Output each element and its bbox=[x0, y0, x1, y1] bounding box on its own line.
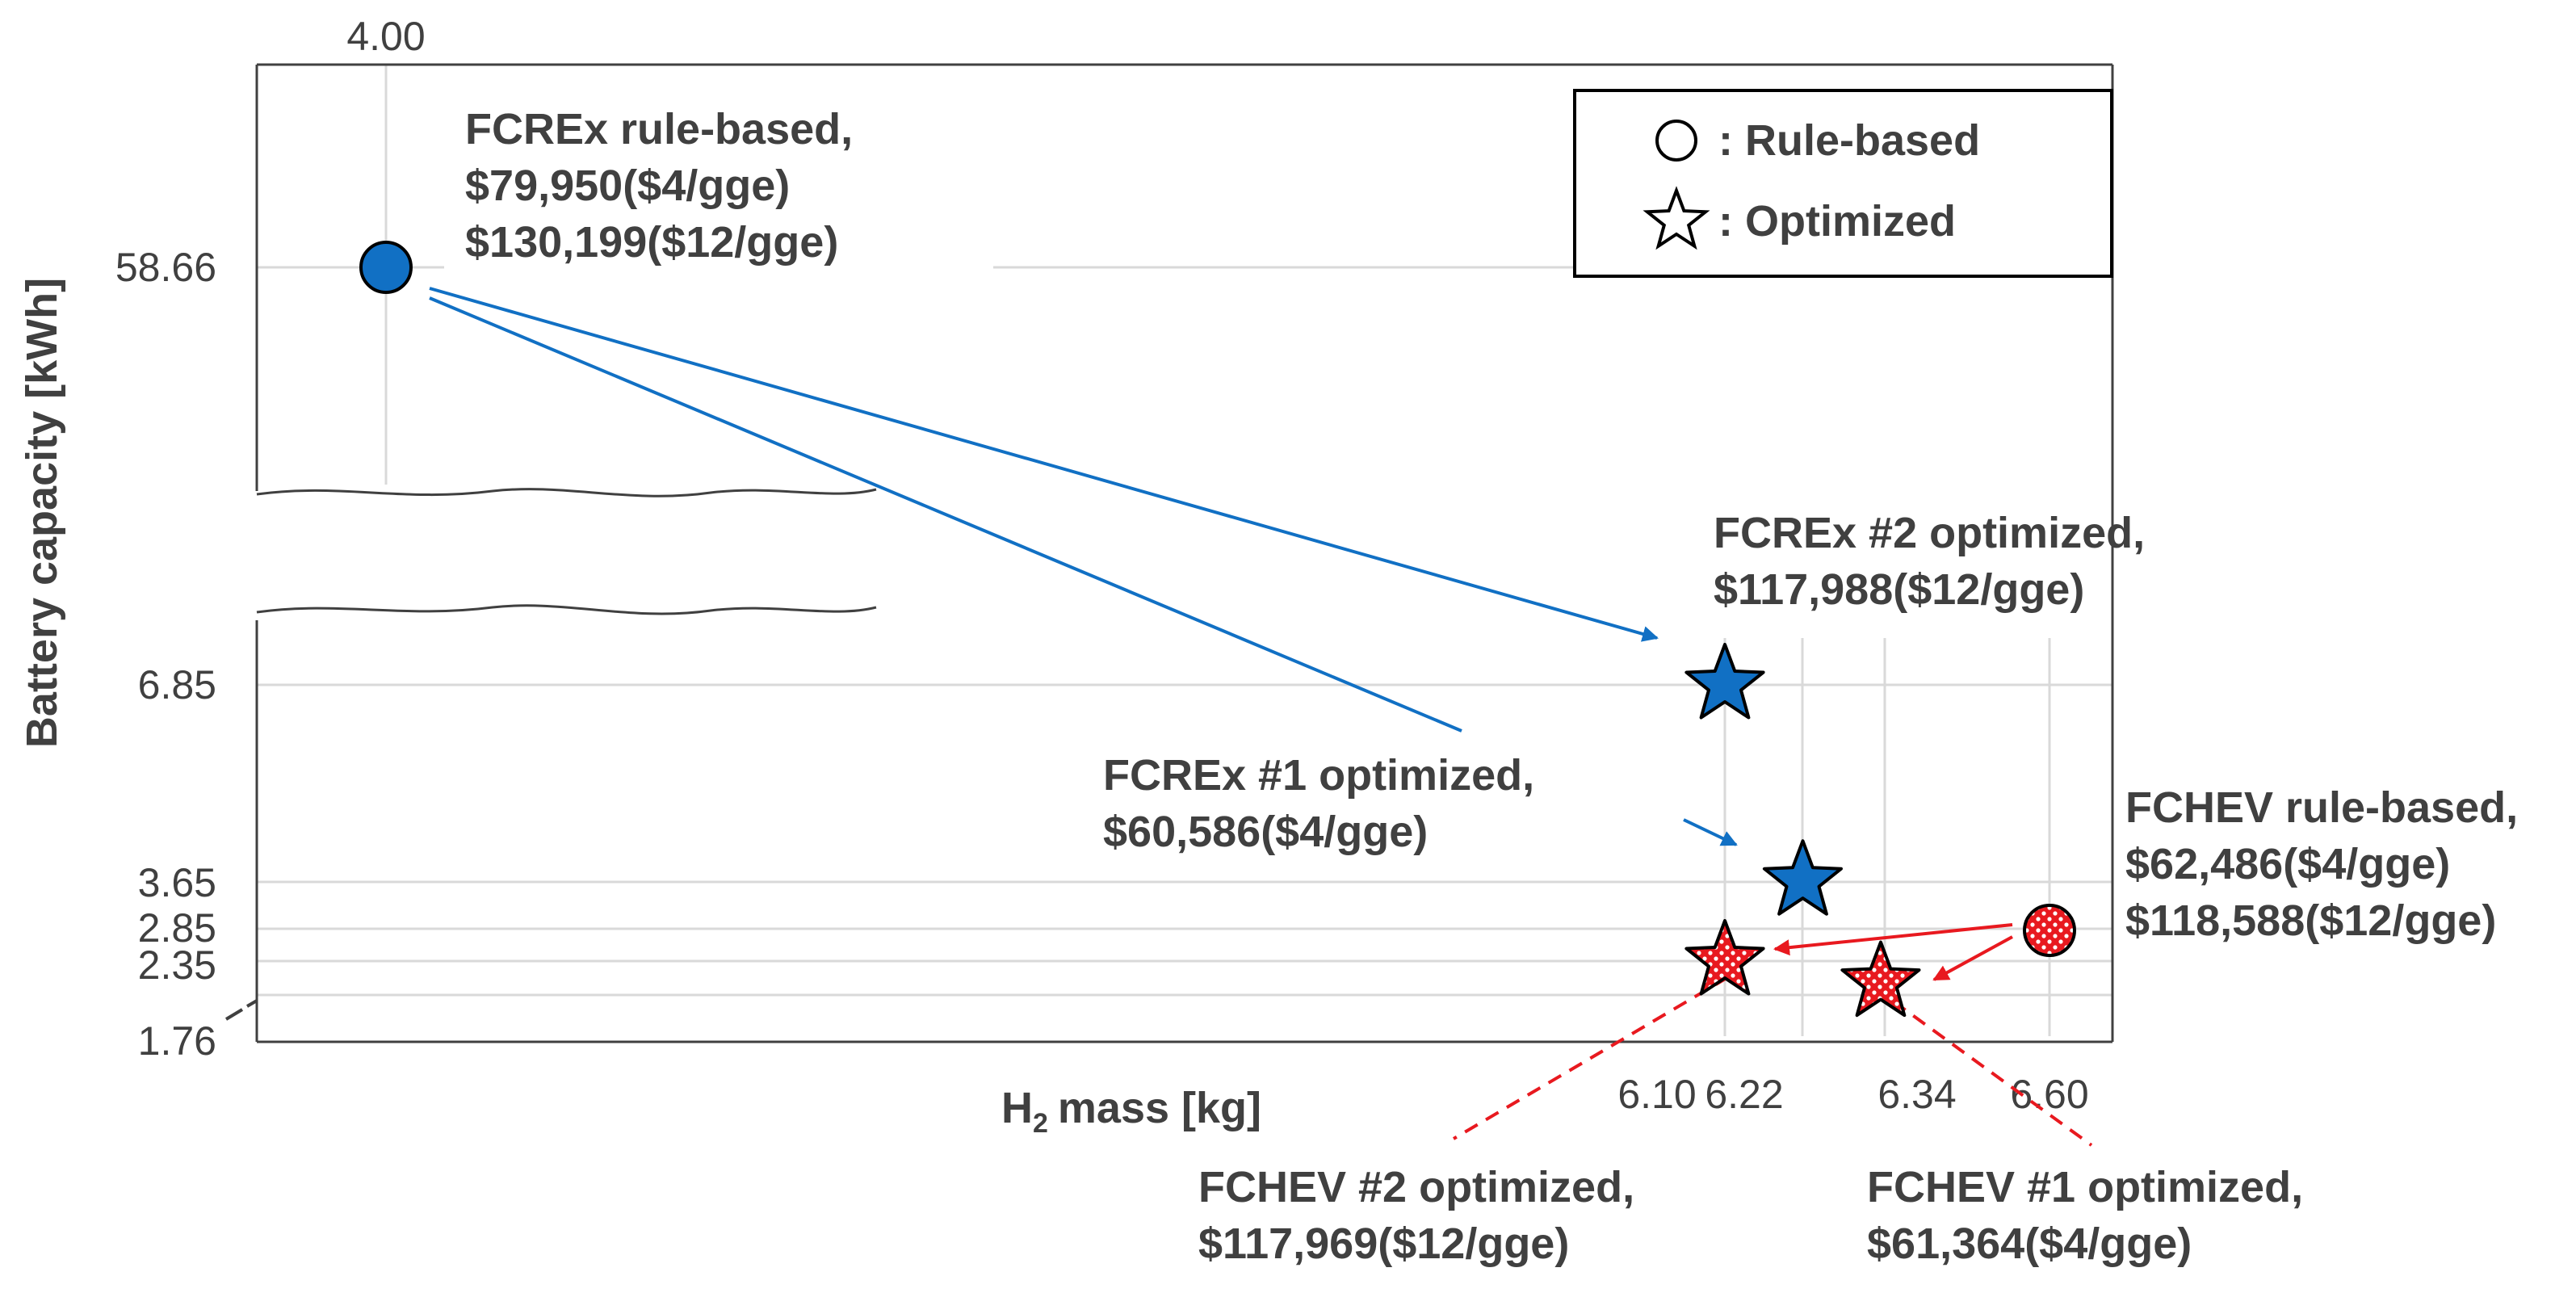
x-axis-subscript: 2 bbox=[1033, 1108, 1048, 1139]
y-tick-label: 1.76 bbox=[138, 1018, 216, 1064]
annotation-fchev-opt1: FCHEV #1 optimized, $61,364($4/gge) bbox=[1867, 1163, 2303, 1268]
annotation-line: FCREx rule-based, bbox=[465, 105, 853, 153]
marker-star-fcrex-1-optimized bbox=[1762, 839, 1843, 916]
annotation-line: $118,588($12/gge) bbox=[2125, 896, 2496, 945]
arrow-fcrex-to-opt1 bbox=[429, 296, 1462, 733]
legend-label-optimized: : Optimized bbox=[1718, 197, 1956, 246]
x-axis-symbol: H bbox=[1001, 1084, 1033, 1132]
x-tick-label: 6.10 bbox=[1617, 1072, 1696, 1117]
y-tick-label: 3.65 bbox=[138, 860, 216, 905]
annotation-line: FCREx #2 optimized, bbox=[1714, 509, 2145, 557]
annotation-fchev-opt2: FCHEV #2 optimized, $117,969($12/gge) bbox=[1198, 1163, 1634, 1268]
y-axis-title: Battery capacity [kWh] bbox=[18, 278, 66, 748]
annotation-fcrex-opt2: FCREx #2 optimized, $117,988($12/gge) bbox=[1714, 509, 2145, 614]
x-tick-labels: 4.00 6.10 6.22 6.34 6.60 bbox=[346, 14, 2088, 1117]
arrow-fcrex-to-opt2 bbox=[429, 287, 1659, 642]
data-markers bbox=[359, 241, 2076, 1018]
annotation-line: $62,486($4/gge) bbox=[2125, 840, 2450, 888]
y-tick-label: 58.66 bbox=[115, 245, 216, 290]
legend-circle-icon bbox=[1655, 120, 1697, 162]
legend-label-rule-based: : Rule-based bbox=[1718, 116, 1980, 165]
annotation-line: $61,364($4/gge) bbox=[1867, 1220, 2192, 1268]
x-tick-label: 6.34 bbox=[1877, 1072, 1956, 1117]
x-axis-unit: mass [kg] bbox=[1058, 1084, 1261, 1132]
annotation-line: $60,586($4/gge) bbox=[1103, 808, 1428, 856]
marker-circle-fcrex-rule-based bbox=[359, 241, 413, 294]
axis-break bbox=[250, 488, 880, 620]
x-axis-title: H2 mass [kg] bbox=[1001, 1084, 1261, 1139]
annotation-fcrex-rule: FCREx rule-based, $79,950($4/gge) $130,1… bbox=[465, 105, 853, 267]
y-tick-label: 2.35 bbox=[138, 942, 216, 988]
marker-star-fchev-2-optimized bbox=[1684, 919, 1765, 996]
annotation-line: FCHEV #2 optimized, bbox=[1198, 1163, 1634, 1211]
leader-fchev-opt2 bbox=[1452, 976, 1730, 1140]
leader-fchev-opt1 bbox=[1892, 1000, 2093, 1147]
x-tick-label: 6.22 bbox=[1705, 1072, 1783, 1117]
arrow-fchev-to-opt2 bbox=[1773, 923, 2013, 956]
annotation-line: $117,969($12/gge) bbox=[1198, 1220, 1569, 1268]
annotation-fcrex-opt1: FCREx #1 optimized, $60,586($4/gge) bbox=[1103, 751, 1534, 856]
legend-star-icon bbox=[1643, 186, 1710, 250]
y-tick-label: 2.85 bbox=[138, 905, 216, 951]
annotation-line: $79,950($4/gge) bbox=[465, 162, 790, 210]
annotation-line: FCHEV rule-based, bbox=[2125, 783, 2518, 832]
marker-star-fcrex-2-optimized bbox=[1684, 643, 1765, 720]
arrow-fcrex-to-opt1-head bbox=[1683, 818, 1738, 846]
y-tick-labels: 58.66 6.85 3.65 2.85 2.35 1.76 bbox=[115, 245, 216, 1064]
annotation-line: FCHEV #1 optimized, bbox=[1867, 1163, 2303, 1211]
y-tick-label: 6.85 bbox=[138, 662, 216, 707]
annotation-line: FCREx #1 optimized, bbox=[1103, 751, 1534, 800]
annotation-line: $117,988($12/gge) bbox=[1714, 565, 2084, 614]
annotation-fchev-rule: FCHEV rule-based, $62,486($4/gge) $118,5… bbox=[2125, 783, 2518, 945]
x-tick-label: 4.00 bbox=[346, 14, 425, 59]
axes bbox=[224, 63, 2114, 1043]
marker-star-fchev-1-optimized bbox=[1840, 940, 1921, 1018]
annotation-line: $130,199($12/gge) bbox=[465, 218, 838, 267]
marker-circle-fchev-rule-based bbox=[2023, 904, 2076, 957]
arrow-fchev-to-opt1 bbox=[1932, 935, 2013, 981]
legend: : Rule-based : Optimized bbox=[1573, 89, 2113, 278]
annotation-arrows bbox=[429, 287, 2093, 1147]
